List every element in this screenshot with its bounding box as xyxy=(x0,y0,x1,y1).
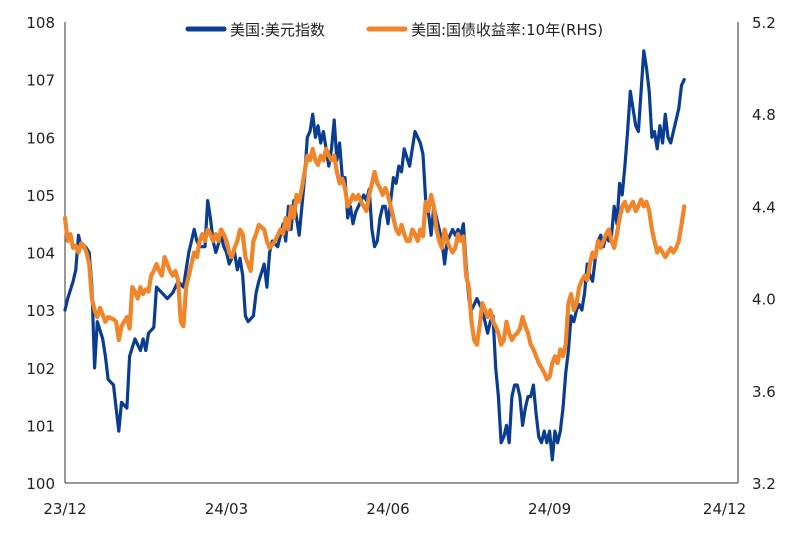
right-tick-label: 4.8 xyxy=(752,106,776,124)
left-tick-label: 100 xyxy=(26,475,55,493)
legend-label-usd-index: 美国:美元指数 xyxy=(230,21,325,39)
legend-label-us10y-yield: 美国:国债收益率:10年(RHS) xyxy=(411,21,603,39)
left-tick-label: 102 xyxy=(26,360,55,378)
x-tick-label: 23/12 xyxy=(43,500,86,518)
series-layer xyxy=(62,49,687,462)
right-tick-label: 4.4 xyxy=(752,198,776,216)
right-tick-label: 3.6 xyxy=(752,383,776,401)
left-tick-label: 104 xyxy=(26,245,55,263)
right-tick-label: 3.2 xyxy=(752,475,776,493)
x-tick-label: 24/06 xyxy=(366,500,409,518)
left-tick-label: 106 xyxy=(26,129,55,147)
left-tick-label: 103 xyxy=(26,302,55,320)
left-tick-label: 101 xyxy=(26,417,55,435)
axes xyxy=(64,22,739,484)
x-axis-ticks: 23/12 24/03 24/06 24/09 24/12 xyxy=(43,500,746,518)
left-tick-label: 108 xyxy=(26,14,55,32)
left-tick-label: 107 xyxy=(26,72,55,90)
x-tick-label: 24/09 xyxy=(528,500,571,518)
right-axis-ticks: 3.2 3.6 4.0 4.4 4.8 5.2 xyxy=(752,14,776,493)
x-tick-label: 24/12 xyxy=(703,500,746,518)
x-tick-label: 24/03 xyxy=(205,500,248,518)
left-tick-label: 105 xyxy=(26,187,55,205)
series-line-us10y-yield xyxy=(62,146,687,382)
left-axis-ticks: 100 101 102 103 104 105 106 107 108 xyxy=(26,14,55,493)
right-tick-label: 5.2 xyxy=(752,14,776,32)
right-tick-label: 4.0 xyxy=(752,291,776,309)
legend: 美国:美元指数 美国:国债收益率:10年(RHS) xyxy=(185,21,603,39)
